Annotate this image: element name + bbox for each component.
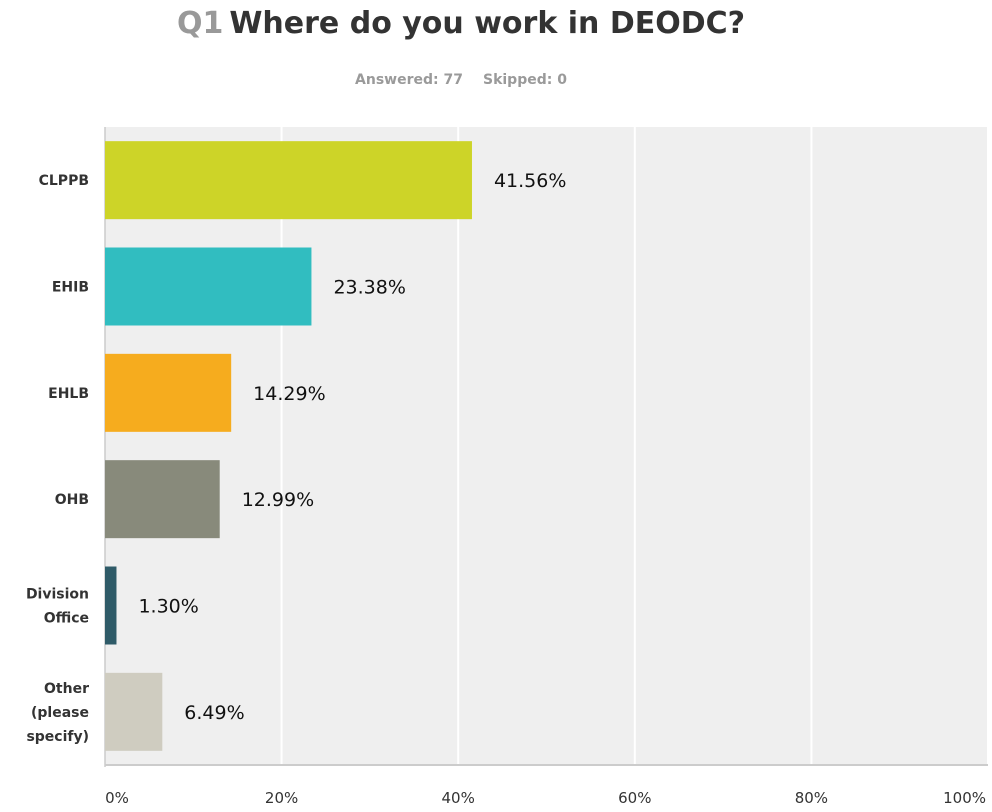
bar [105, 353, 232, 432]
value-label: 41.56% [494, 170, 566, 192]
category-label: Division Office [26, 587, 89, 627]
bar [105, 247, 312, 326]
question-number: Q1 [176, 6, 224, 41]
x-tick-label: 100% [943, 789, 986, 807]
question-text: Where do you work in DEODC? [229, 6, 746, 41]
x-tick-label: 40% [442, 789, 475, 807]
category-label: OHB [55, 492, 89, 508]
category-label: Other (please specify) [26, 681, 89, 745]
value-label: 12.99% [242, 489, 314, 511]
value-label: 6.49% [184, 702, 244, 724]
category-label: EHLB [48, 386, 89, 402]
x-tick-label: 60% [618, 789, 651, 807]
bar [105, 672, 163, 751]
bar [105, 141, 472, 220]
category-label: EHIB [52, 280, 89, 296]
value-label: 23.38% [333, 277, 405, 299]
category-label: CLPPB [39, 173, 89, 189]
bar [105, 566, 117, 645]
value-label: 14.29% [253, 383, 325, 405]
x-tick-label: 80% [795, 789, 828, 807]
x-tick-label: 20% [265, 789, 298, 807]
value-label: 1.30% [138, 596, 198, 618]
x-tick-label: 0% [105, 789, 129, 807]
skipped-count: Skipped: 0 [482, 72, 567, 88]
plot-area [105, 127, 988, 765]
answered-count: Answered: 77 [355, 72, 463, 88]
chart-title: Q1 Where do you work in DEODC? [0, 6, 922, 41]
bar [105, 460, 220, 539]
response-summary: Answered: 77 Skipped: 0 [0, 72, 922, 88]
